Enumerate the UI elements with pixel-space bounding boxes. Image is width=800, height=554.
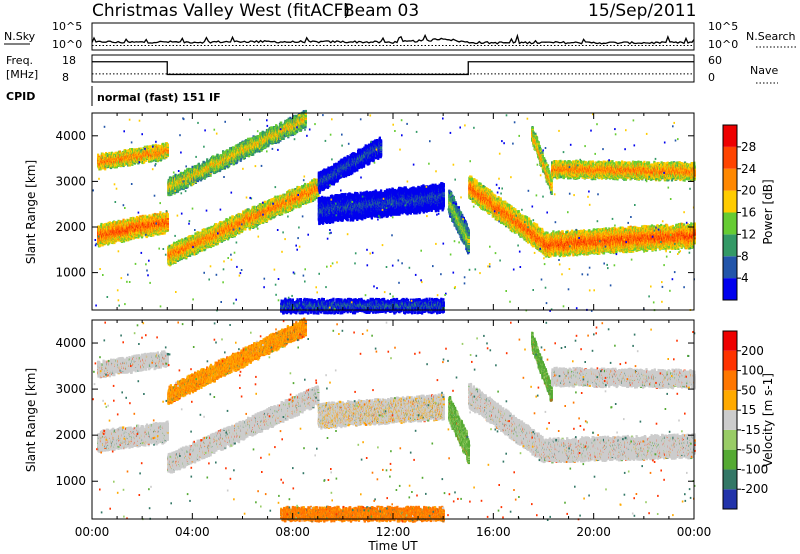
beam-label: Beam 03 (343, 1, 419, 21)
nsky-series-line (92, 35, 694, 43)
freq-strip: Freq. [MHz] 18 8 60 0 Nave (6, 54, 778, 84)
nsky-tick-top: 10^5 (52, 20, 82, 33)
nsearch-tick-top: 10^5 (708, 20, 738, 33)
freq-label: Freq. (6, 54, 33, 67)
freq-axes-frame (92, 55, 694, 82)
nsky-label: N.Sky (4, 30, 36, 43)
nsky-strip: N.Sky 10^5 10^0 10^5 10^0 N.Search (4, 20, 796, 51)
nave-label: Nave (750, 64, 778, 77)
freq-tick-bottom: 8 (62, 71, 69, 84)
nsky-tick-bottom: 10^0 (52, 38, 82, 51)
nave-tick-top: 60 (708, 54, 722, 67)
nsearch-tick-bottom: 10^0 (708, 38, 738, 51)
nsearch-label: N.Search (746, 30, 796, 43)
freq-tick-top: 18 (62, 54, 76, 67)
power-heatmap-pixels (92, 110, 695, 315)
freq-unit: [MHz] (6, 68, 38, 81)
cpid-strip: CPID normal (fast) 151 IF (6, 86, 221, 106)
date-label: 15/Sep/2011 (588, 1, 696, 21)
site-title: Christmas Valley West (fitACF) (92, 1, 350, 21)
cpid-label: CPID (6, 90, 35, 103)
freq-series-line (92, 62, 694, 75)
cpid-value: normal (fast) 151 IF (97, 91, 221, 104)
nave-tick-bottom: 0 (708, 71, 715, 84)
